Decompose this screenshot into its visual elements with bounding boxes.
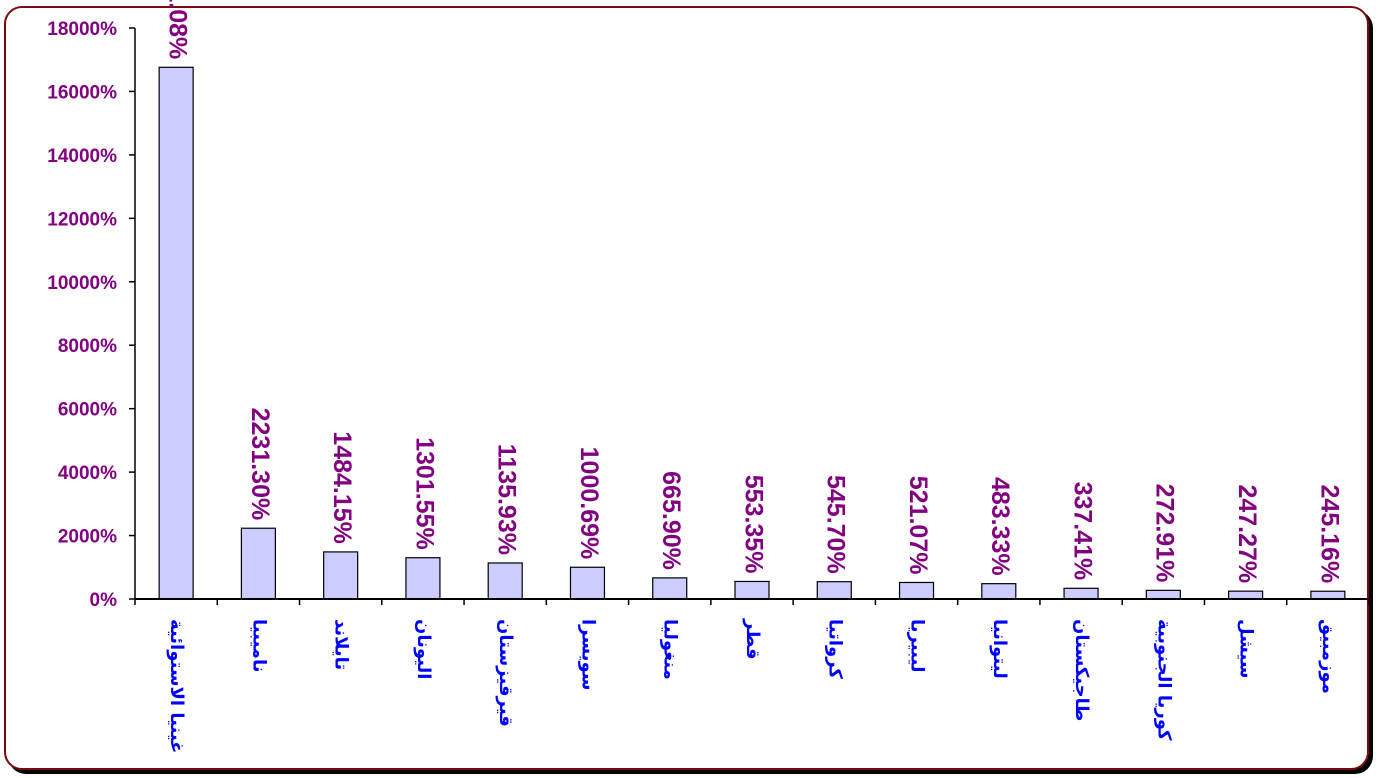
y-tick-label: 18000% (47, 19, 117, 40)
data-label: 245.16% (1315, 485, 1343, 584)
bar (487, 562, 523, 600)
data-label: 16761.08% (164, 0, 192, 59)
bar (1227, 590, 1264, 600)
category-label: موزمبيق (1318, 619, 1339, 694)
category-label: كوريا الجنوبية (1153, 619, 1174, 741)
data-label: 2231.30% (246, 408, 274, 521)
y-tick-label: 8000% (58, 336, 117, 357)
data-label: 545.70% (822, 475, 850, 574)
data-label: 1135.93% (493, 444, 521, 555)
category-label: قطر (742, 618, 763, 660)
data-label: 483.33% (986, 477, 1014, 576)
bar (1310, 590, 1346, 600)
data-label: 665.90% (657, 471, 685, 570)
category-label: سويسرا (577, 619, 598, 690)
y-tick-label: 2000% (58, 527, 117, 548)
category-labels: غينيا الاستوائية ناميبيا تايلاند اليونان قير… (166, 618, 1339, 753)
bar (323, 551, 359, 600)
bar (1145, 589, 1181, 600)
category-label: منغوليا (660, 619, 681, 680)
y-tick-label: 16000% (47, 82, 117, 103)
data-label: 272.91% (1151, 484, 1179, 583)
bar (816, 581, 852, 600)
category-label: غينيا الاستوائية (166, 619, 187, 753)
data-label: 337.41% (1068, 482, 1096, 581)
data-labels: 16761.08% 2231.30% 1484.15% 1301.55% 1135.93… (164, 0, 1344, 583)
category-label: ليبيريا (907, 619, 928, 673)
category-label: ناميبيا (248, 619, 269, 672)
bar (734, 580, 770, 600)
y-tick-label: 12000% (47, 209, 117, 230)
data-label: 521.07% (904, 476, 932, 575)
y-axis: 0% 2000% 4000% 6000% 8000% 10000% 12000% 14000%… (47, 19, 136, 611)
y-tick-label: 0% (90, 590, 118, 611)
y-tick-label: 14000% (47, 146, 117, 167)
bar (898, 581, 935, 600)
y-tick-label: 4000% (58, 463, 117, 484)
bar (981, 583, 1017, 600)
category-label: قيرقيزستان (495, 619, 516, 727)
bar (569, 566, 606, 600)
data-label: 1484.15% (328, 431, 356, 544)
bar (240, 527, 276, 600)
y-tick-label: 10000% (47, 273, 117, 294)
category-label: طاجيكستان (1071, 619, 1092, 721)
bars (158, 66, 1346, 600)
bar (405, 557, 441, 600)
category-label: اليونان (413, 619, 434, 679)
bar (652, 577, 688, 600)
data-label: 553.35% (739, 475, 767, 574)
category-label: كرواتيا (824, 619, 845, 679)
bar (158, 66, 194, 600)
data-label: 247.27% (1233, 484, 1261, 583)
category-label: ليتوانيا (989, 619, 1010, 679)
chart-frame (4, 6, 1369, 770)
category-label: سيشل (1236, 619, 1257, 678)
x-axis (134, 598, 1370, 605)
data-label: 1301.55% (410, 437, 438, 550)
data-label: 1000.69% (575, 447, 603, 560)
bar (1063, 587, 1099, 600)
category-label: تايلاند (331, 619, 352, 670)
y-tick-label: 6000% (58, 400, 117, 421)
